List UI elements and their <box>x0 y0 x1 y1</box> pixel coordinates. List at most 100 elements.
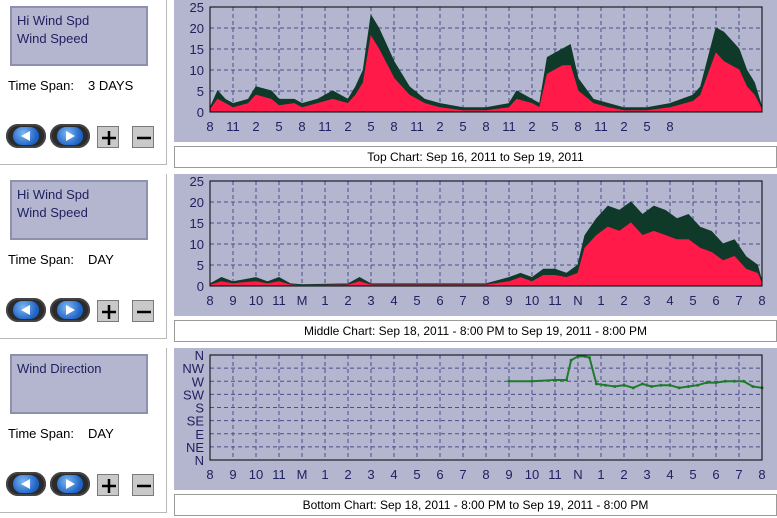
zoom-out-button[interactable] <box>132 300 154 322</box>
y-tick-label: SW <box>183 387 205 402</box>
legend-item: Wind Speed <box>17 205 88 220</box>
wind-direction-point <box>677 386 681 390</box>
zoom-in-button[interactable] <box>97 126 119 148</box>
time-span-value: 3 DAYS <box>88 78 134 93</box>
x-tick-label: 8 <box>666 119 673 134</box>
x-tick-label: 11 <box>226 119 240 134</box>
wind-direction-point <box>604 383 608 387</box>
forward-button[interactable] <box>50 124 90 148</box>
x-tick-label: 5 <box>689 467 696 482</box>
x-tick-label: 1 <box>597 467 604 482</box>
top-section: Hi Wind Spd Wind Speed Time Span: 3 DAYS… <box>0 0 777 170</box>
middle-section: Hi Wind Spd Wind Speed Time Span: DAY 0 5… <box>0 174 777 344</box>
y-tick-label: 15 <box>190 216 204 231</box>
x-tick-label: 11 <box>410 119 424 134</box>
x-tick-label: 11 <box>272 467 286 482</box>
forward-button[interactable] <box>50 298 90 322</box>
time-span-label: Time Span: <box>8 78 74 93</box>
x-tick-label: 2 <box>344 293 351 308</box>
x-tick-label: N <box>573 293 582 308</box>
wind-speed-series <box>209 222 763 287</box>
x-tick-label: 4 <box>666 293 673 308</box>
y-tick-label: 25 <box>190 0 204 15</box>
zoom-out-button[interactable] <box>132 474 154 496</box>
plus-icon <box>102 131 116 145</box>
legend-item: Wind Direction <box>17 361 102 376</box>
middle-controls: Hi Wind Spd Wind Speed Time Span: DAY <box>0 174 167 339</box>
y-tick-label: 10 <box>190 63 204 78</box>
x-tick-label: 8 <box>390 119 397 134</box>
x-tick-label: 8 <box>482 467 489 482</box>
y-tick-label: 20 <box>190 21 204 36</box>
bottom-controls: Wind Direction Time Span: DAY <box>0 348 167 513</box>
x-tick-label: 11 <box>318 119 332 134</box>
legend-item: Wind Speed <box>17 31 88 46</box>
plot-background <box>174 0 777 142</box>
wind-direction-point <box>588 356 591 360</box>
x-tick-label: 4 <box>390 293 397 308</box>
wind-direction-point <box>622 383 626 387</box>
x-tick-label: 6 <box>712 293 719 308</box>
zoom-in-button[interactable] <box>97 474 119 496</box>
wind-direction-point <box>631 386 635 390</box>
x-tick-label: 8 <box>482 119 489 134</box>
legend-item: Hi Wind Spd <box>17 187 90 202</box>
top-legend: Hi Wind Spd Wind Speed <box>10 6 148 66</box>
x-tick-label: M <box>297 467 308 482</box>
time-span-value: DAY <box>88 426 114 441</box>
wind-direction-point <box>565 378 568 382</box>
wind-direction-point <box>507 379 511 383</box>
wind-direction-point <box>696 383 700 387</box>
y-tick-label: N <box>195 453 204 468</box>
zoom-in-button[interactable] <box>97 300 119 322</box>
x-tick-label: 2 <box>528 119 535 134</box>
y-tick-label: 0 <box>197 279 204 294</box>
wind-speed-series <box>209 34 763 113</box>
wind-direction-point <box>583 354 587 358</box>
x-tick-label: 8 <box>206 119 213 134</box>
minus-icon <box>137 136 151 140</box>
y-tick-label: 5 <box>197 84 204 99</box>
x-tick-label: 11 <box>272 293 286 308</box>
x-tick-label: 9 <box>505 467 512 482</box>
minus-icon <box>137 310 151 314</box>
y-tick-label: N <box>195 348 204 363</box>
y-tick-label: NW <box>182 361 204 376</box>
bottom-section: Wind Direction Time Span: DAY N NE E SE S SW W… <box>0 348 777 518</box>
x-tick-label: 1 <box>321 467 328 482</box>
x-tick-label: 8 <box>758 293 765 308</box>
wind-direction-point <box>640 382 644 386</box>
x-tick-label: N <box>573 467 582 482</box>
x-tick-label: 10 <box>249 467 263 482</box>
x-tick-label: 10 <box>525 467 539 482</box>
legend-item: Hi Wind Spd <box>17 13 90 28</box>
wind-direction-point <box>705 381 709 385</box>
x-tick-label: 9 <box>505 293 512 308</box>
x-tick-label: 7 <box>459 467 466 482</box>
x-tick-label: 8 <box>482 293 489 308</box>
x-tick-label: 2 <box>344 467 351 482</box>
forward-button[interactable] <box>50 472 90 496</box>
wind-direction-point <box>659 383 663 387</box>
back-button[interactable] <box>6 472 46 496</box>
top-chart-caption: Top Chart: Sep 16, 2011 to Sep 19, 2011 <box>174 146 777 168</box>
bottom-legend: Wind Direction <box>10 354 148 414</box>
wind-direction-point <box>668 383 672 387</box>
zoom-out-button[interactable] <box>132 126 154 148</box>
x-tick-label: 3 <box>367 467 374 482</box>
y-tick-label: 10 <box>190 237 204 252</box>
wind-direction-point <box>553 378 557 382</box>
x-tick-label: 5 <box>413 293 420 308</box>
y-tick-label: E <box>195 427 204 442</box>
time-span-value: DAY <box>88 252 114 267</box>
back-button[interactable] <box>6 124 46 148</box>
x-tick-label: 2 <box>620 467 627 482</box>
x-tick-label: 11 <box>548 293 562 308</box>
x-tick-label: 5 <box>275 119 282 134</box>
y-tick-label: W <box>192 374 205 389</box>
x-tick-label: 3 <box>367 293 374 308</box>
x-tick-label: 2 <box>344 119 351 134</box>
x-tick-label: 10 <box>525 293 539 308</box>
back-button[interactable] <box>6 298 46 322</box>
